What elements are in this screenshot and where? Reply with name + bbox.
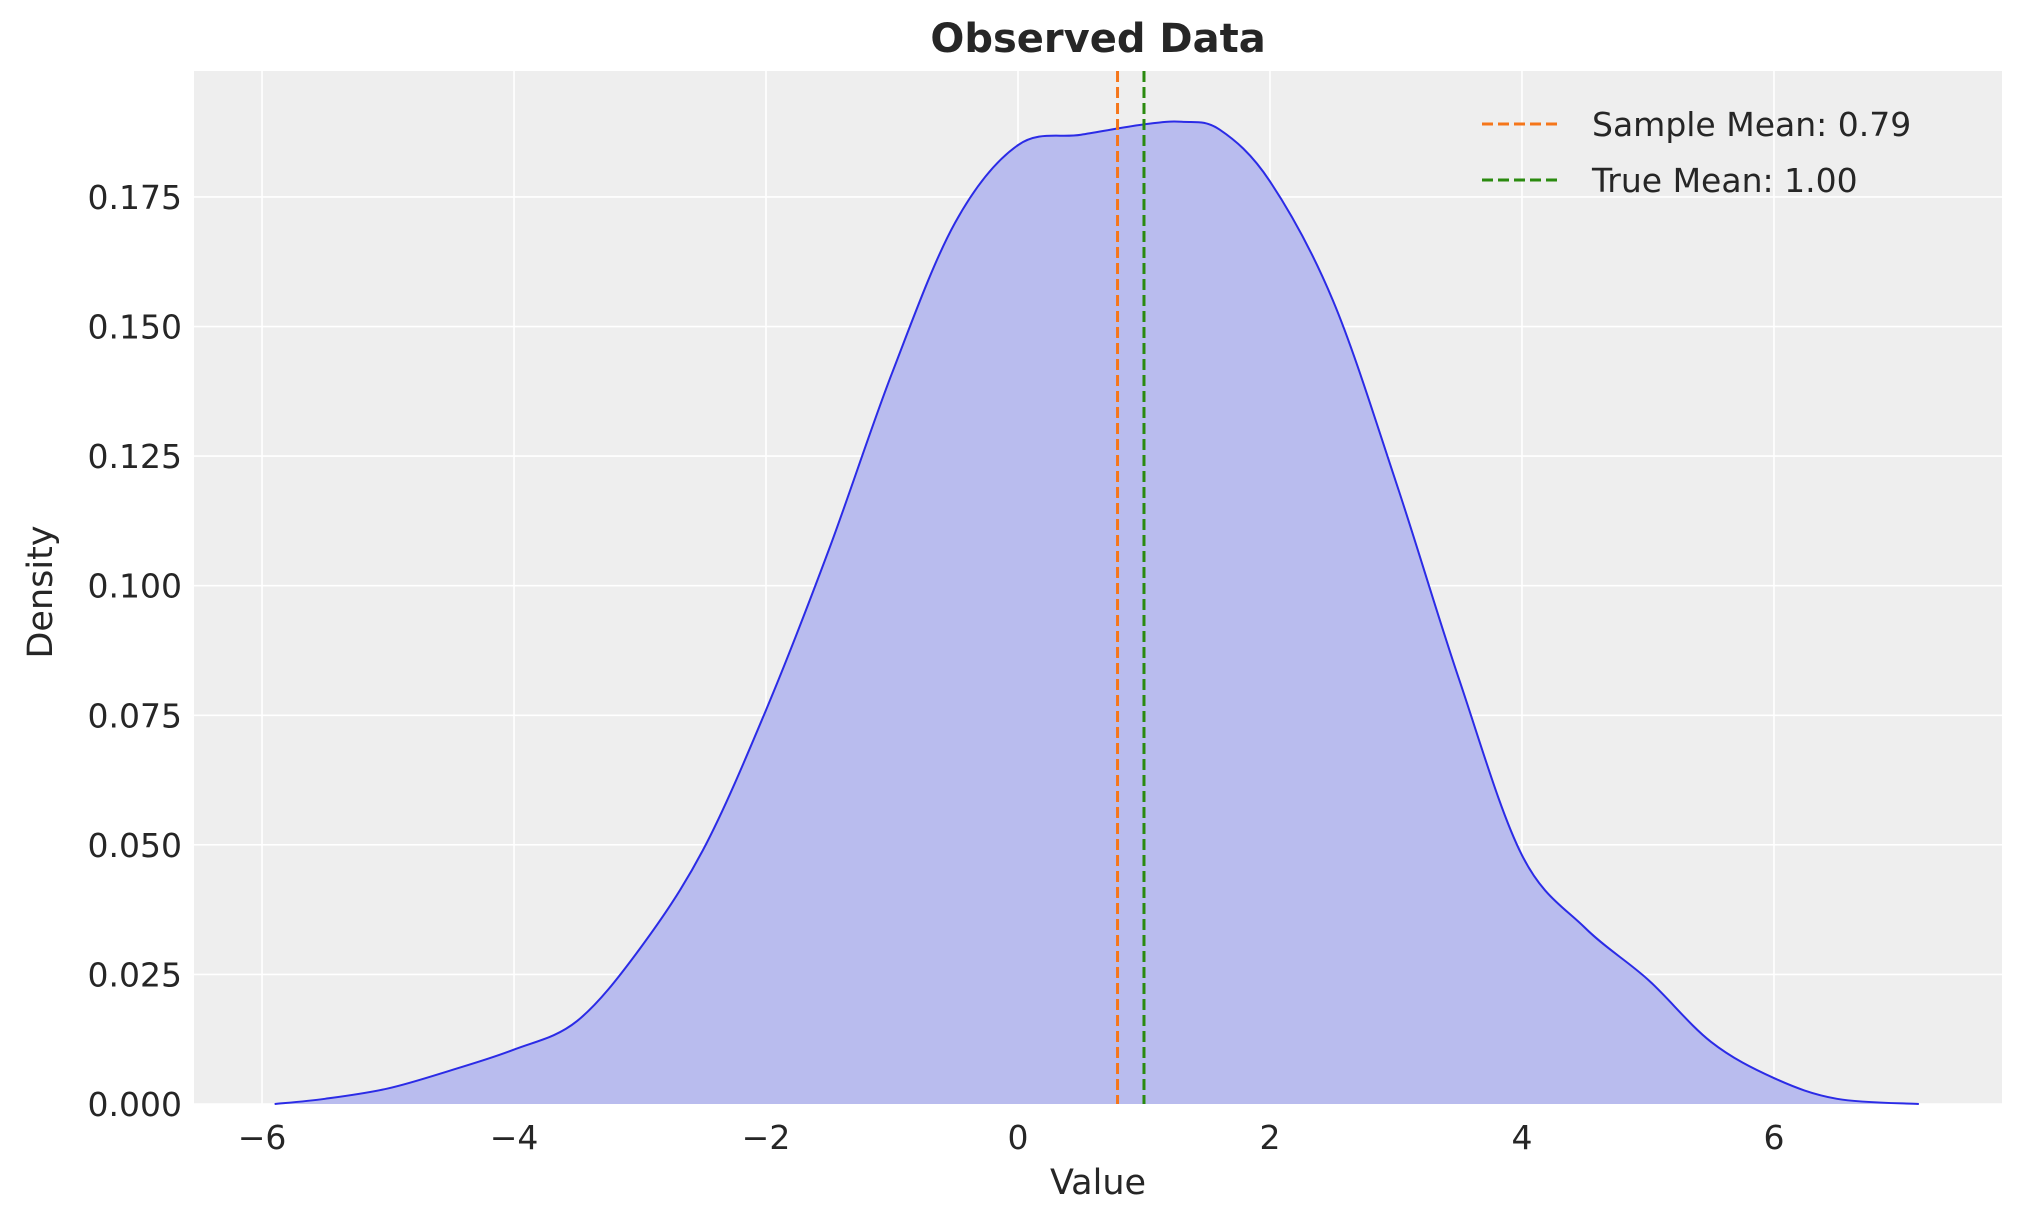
x-tick-label: 4 <box>1511 1118 1532 1157</box>
legend-label: True Mean: 1.00 <box>1591 161 1858 200</box>
x-tick-label: 6 <box>1763 1118 1784 1157</box>
chart-title: Observed Data <box>930 16 1265 62</box>
legend-label: Sample Mean: 0.79 <box>1592 105 1911 144</box>
y-tick-label: 0.075 <box>88 696 182 735</box>
legend: Sample Mean: 0.79 True Mean: 1.00 <box>1482 105 1911 200</box>
y-axis-label: Density <box>21 525 61 658</box>
y-tick-label: 0.050 <box>88 826 182 865</box>
x-tick-label: 0 <box>1007 1118 1028 1157</box>
x-tick-label: 2 <box>1259 1118 1280 1157</box>
mean-lines <box>1116 71 1146 1104</box>
x-tick-label: −6 <box>238 1118 287 1157</box>
y-tick-label: 0.000 <box>88 1085 182 1124</box>
x-tick-label: −2 <box>742 1118 791 1157</box>
kde-line <box>274 120 1919 1105</box>
y-tick-label: 0.175 <box>88 178 182 217</box>
y-tick-label: 0.100 <box>88 567 182 606</box>
x-axis-label: Value <box>1050 1163 1146 1203</box>
x-tick-label: −4 <box>490 1118 539 1157</box>
kde-fill <box>274 121 1919 1105</box>
ticks: −6 −4 −2 0 2 4 6 0.000 0.025 0.050 0.075 0.100 0.125… <box>88 178 1785 1157</box>
y-tick-label: 0.125 <box>88 437 182 476</box>
y-tick-label: 0.025 <box>88 955 182 994</box>
y-tick-label: 0.150 <box>88 308 182 347</box>
